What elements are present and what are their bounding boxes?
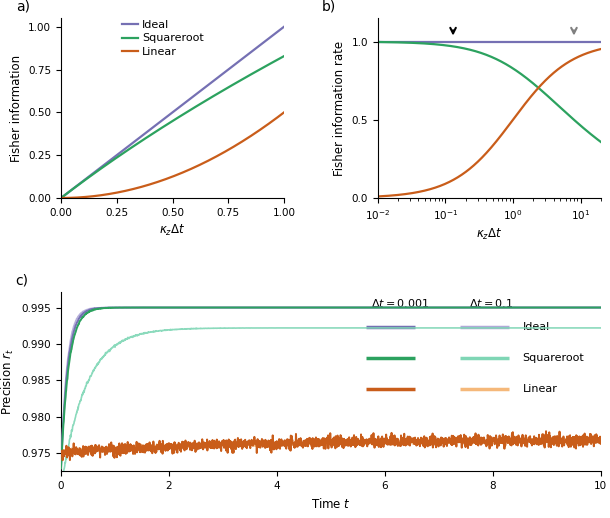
Text: Squareroot: Squareroot: [523, 353, 584, 363]
Text: c): c): [15, 274, 28, 287]
Y-axis label: Fisher information: Fisher information: [10, 54, 23, 162]
X-axis label: Time $t$: Time $t$: [311, 497, 351, 511]
Text: a): a): [16, 0, 30, 14]
Text: Linear: Linear: [523, 384, 558, 394]
Text: Ideal: Ideal: [523, 323, 550, 333]
Text: $\Delta t = 0.1$: $\Delta t = 0.1$: [468, 297, 513, 309]
Text: b): b): [322, 0, 336, 14]
Text: $\Delta t = 0.001$: $\Delta t = 0.001$: [371, 297, 430, 309]
X-axis label: $\kappa_z \Delta t$: $\kappa_z \Delta t$: [476, 227, 503, 242]
X-axis label: $\kappa_z \Delta t$: $\kappa_z \Delta t$: [159, 223, 186, 238]
Legend: Ideal, Squareroot, Linear: Ideal, Squareroot, Linear: [123, 20, 204, 57]
Y-axis label: Fisher information rate: Fisher information rate: [333, 40, 346, 176]
Y-axis label: Precision $r_t$: Precision $r_t$: [0, 348, 16, 415]
